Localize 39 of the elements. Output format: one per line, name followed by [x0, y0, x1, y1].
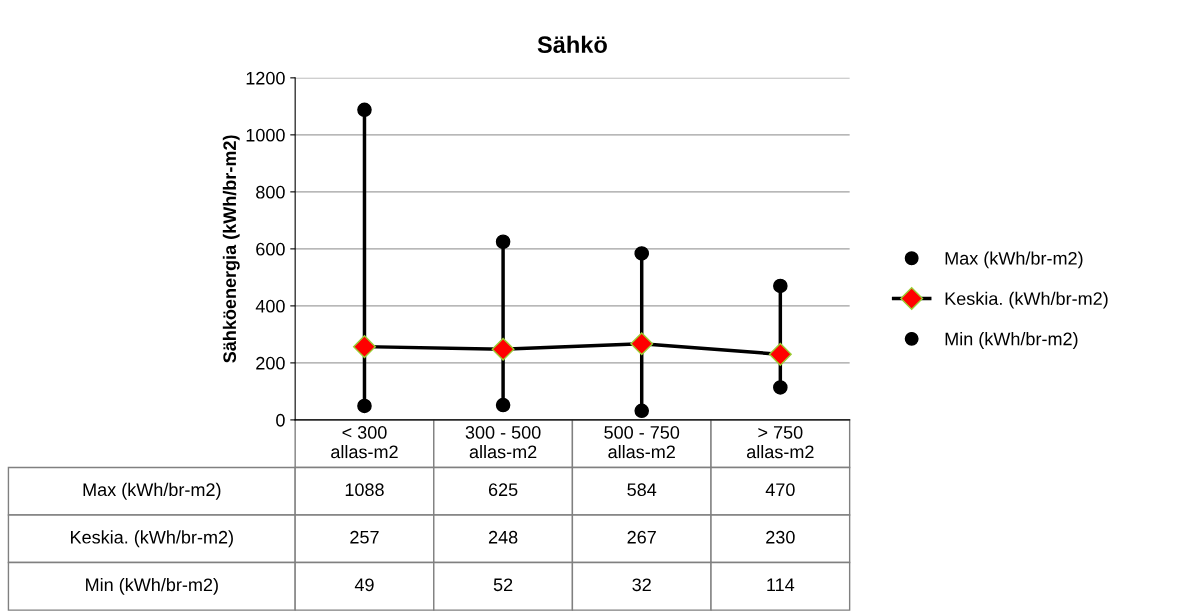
y-tick-label: 400	[255, 299, 285, 313]
point	[634, 403, 649, 419]
y-tick-label: 800	[256, 185, 285, 199]
x-tick-label: 500 - 750 allas-m2	[604, 426, 680, 459]
point	[357, 102, 372, 118]
data-label: 49	[354, 578, 374, 592]
point	[634, 246, 649, 261]
point	[773, 380, 788, 395]
data-label: 470	[765, 483, 795, 497]
data-label: 230	[766, 530, 795, 544]
data-label: 1088	[345, 483, 384, 497]
text: Max (kWh/br-m2)	[83, 482, 221, 500]
point	[357, 398, 372, 414]
point	[495, 397, 511, 413]
y-tick-label: 600	[256, 242, 285, 256]
data-label: 267	[627, 530, 656, 544]
y-axis-title: Sähköenergia (kWh/br-m2)	[222, 135, 240, 363]
chart-title: Sähkö	[537, 35, 607, 54]
data-label: 52	[493, 578, 513, 592]
y-tick-label: 1000	[246, 128, 285, 142]
data-label: 625	[488, 483, 518, 497]
x-tick-label: > 750 allas-m2	[746, 426, 814, 459]
legend-label: Max (kWh/br-m2)	[945, 251, 1083, 269]
y-tick-label: 0	[276, 413, 285, 427]
data-label: 584	[627, 483, 657, 497]
y-tick-label: 200	[256, 356, 285, 370]
text: Keskia. (kWh/br-m2)	[71, 530, 233, 548]
data-label: 257	[350, 530, 379, 544]
text: Min (kWh/br-m2)	[86, 577, 218, 595]
legend-label: Min (kWh/br-m2)	[945, 332, 1078, 349]
data-label: 32	[632, 578, 651, 592]
point	[495, 234, 511, 250]
legend-label: Keskia. (kWh/br-m2)	[945, 291, 1108, 309]
data-label: 114	[767, 578, 795, 591]
point	[773, 278, 788, 294]
data-label: 248	[488, 530, 518, 544]
y-tick-label: 1200	[246, 71, 285, 85]
x-tick-label: 300 - 500 allas-m2	[465, 426, 541, 459]
x-tick-label: < 300 allas-m2	[331, 426, 398, 459]
